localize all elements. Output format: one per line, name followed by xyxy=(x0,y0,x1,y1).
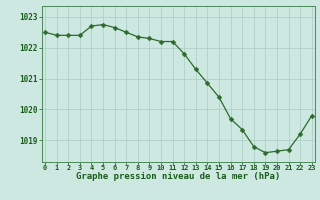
X-axis label: Graphe pression niveau de la mer (hPa): Graphe pression niveau de la mer (hPa) xyxy=(76,172,281,181)
